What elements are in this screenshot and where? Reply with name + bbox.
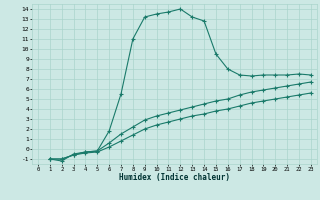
X-axis label: Humidex (Indice chaleur): Humidex (Indice chaleur): [119, 173, 230, 182]
